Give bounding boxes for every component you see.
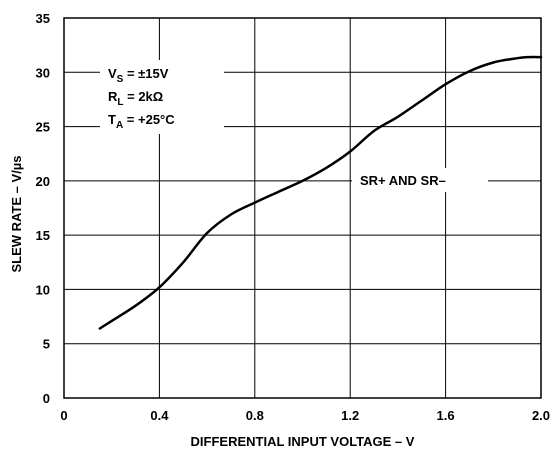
conditions-annotation: VS = ±15V RL = 2kΩ TA = +25°C	[100, 60, 224, 134]
y-tick-label: 25	[36, 120, 50, 135]
y-tick-label: 15	[36, 228, 50, 243]
grid-lines	[64, 18, 541, 398]
curve-label-background	[352, 168, 488, 192]
x-tick-label: 0.4	[150, 408, 169, 423]
y-tick-labels: 0 5 10 15 20 25 30 35	[36, 11, 50, 406]
condition-rl: RL = 2kΩ	[108, 89, 163, 108]
y-tick-label: 5	[43, 337, 50, 352]
curve-label: SR+ AND SR–	[360, 173, 446, 188]
condition-vs: VS = ±15V	[108, 66, 169, 85]
conditions-background	[100, 60, 224, 134]
x-tick-labels: 0 0.4 0.8 1.2 1.6 2.0	[60, 408, 550, 423]
series-line-slew-rate	[98, 55, 543, 330]
x-axis-label: DIFFERENTIAL INPUT VOLTAGE – V	[191, 434, 415, 449]
y-tick-label: 20	[36, 174, 50, 189]
x-tick-label: 0.8	[246, 408, 264, 423]
x-tick-label: 0	[60, 408, 67, 423]
y-tick-label: 30	[36, 65, 50, 80]
x-tick-label: 2.0	[532, 408, 550, 423]
y-tick-label: 0	[43, 391, 50, 406]
plot-border	[63, 17, 542, 399]
y-tick-label: 10	[36, 282, 50, 297]
x-tick-label: 1.2	[341, 408, 359, 423]
x-tick-label: 1.6	[437, 408, 455, 423]
y-axis-label: SLEW RATE – V/µs	[9, 155, 24, 272]
condition-ta: TA = +25°C	[108, 112, 175, 131]
y-tick-label: 35	[36, 11, 50, 26]
